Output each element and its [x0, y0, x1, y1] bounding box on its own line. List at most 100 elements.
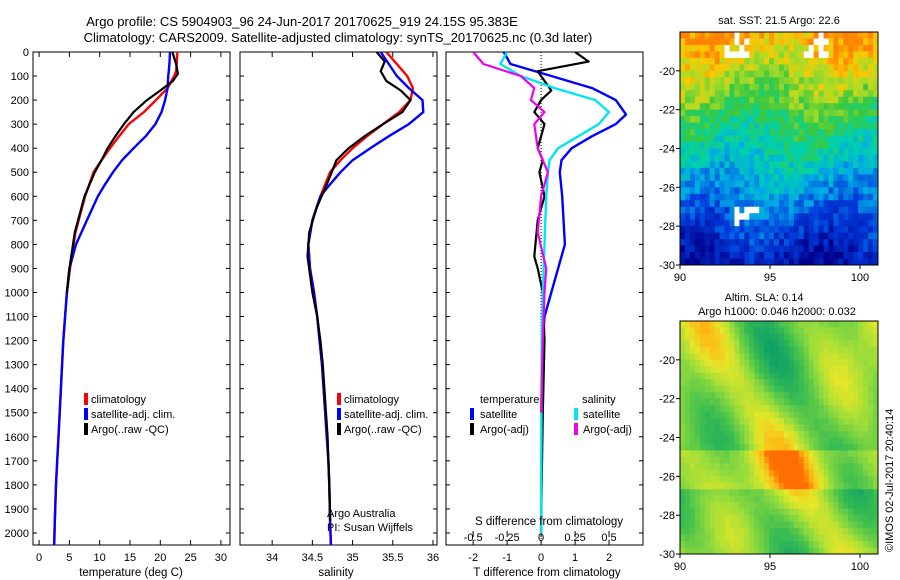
- heatmap-cell: [798, 372, 805, 380]
- heatmap-cell: [843, 547, 849, 555]
- heatmap-cell: [858, 405, 864, 413]
- heatmap-cell: [680, 77, 686, 85]
- heatmap-cell: [734, 57, 740, 65]
- heatmap-cell: [754, 96, 760, 104]
- heatmap-cell: [803, 64, 810, 72]
- heatmap-cell: [843, 534, 849, 542]
- heatmap-cell: [689, 200, 696, 208]
- heatmap-cell: [729, 424, 735, 432]
- temperature-legend: climatology satellite-adj. clim. Argo(..…: [84, 393, 175, 436]
- heatmap-cell: [868, 239, 874, 246]
- heatmap-cell: [704, 521, 711, 529]
- heatmap-cell: [868, 70, 874, 78]
- heatmap-cell: [793, 340, 800, 348]
- heatmap-cell: [704, 32, 711, 39]
- heatmap-cell: [863, 385, 869, 393]
- heatmap-cell: [783, 398, 790, 406]
- heatmap-cell: [783, 405, 790, 413]
- heatmap-cell: [808, 174, 815, 182]
- heatmap-cell: [739, 398, 745, 406]
- heatmap-cell: [759, 327, 765, 335]
- y-tick-label: 1800: [5, 480, 29, 492]
- heatmap-cell: [813, 109, 819, 117]
- heatmap-cell: [828, 122, 834, 130]
- heatmap-cell: [808, 57, 815, 65]
- heatmap-cell: [714, 154, 720, 162]
- heatmap-cell: [823, 252, 829, 259]
- heatmap-cell: [699, 258, 706, 266]
- heatmap-cell: [788, 109, 795, 117]
- heatmap-cell: [858, 180, 864, 188]
- heatmap-cell: [714, 70, 720, 78]
- heatmap-cell: [783, 44, 790, 52]
- heatmap-cell: [783, 77, 790, 85]
- heatmap-cell: [739, 148, 745, 156]
- heatmap-cell: [709, 109, 716, 117]
- heatmap-cell: [694, 437, 701, 445]
- heatmap-cell: [680, 366, 686, 374]
- heatmap-cell: [709, 541, 716, 548]
- heatmap-cell: [774, 135, 780, 143]
- heatmap-cell: [818, 258, 824, 266]
- heatmap-cell: [719, 206, 725, 214]
- heatmap-cell: [853, 187, 859, 195]
- heatmap-cell: [788, 226, 795, 234]
- heatmap-cell: [818, 239, 824, 246]
- heatmap-cell: [699, 219, 706, 227]
- heatmap-cell: [734, 96, 740, 104]
- heatmap-cell: [779, 252, 785, 259]
- heatmap-cell: [699, 167, 706, 175]
- heatmap-cell: [873, 206, 879, 214]
- legend-label-satellite: satellite-adj. clim.: [91, 409, 175, 421]
- heatmap-cell: [848, 379, 854, 387]
- heatmap-cell: [788, 161, 795, 169]
- heatmap-cell: [774, 418, 780, 425]
- heatmap-cell: [838, 333, 844, 341]
- heatmap-cell: [863, 135, 869, 143]
- heatmap-cell: [783, 239, 790, 246]
- heatmap-cell: [833, 463, 839, 471]
- heatmap-cell: [788, 232, 795, 240]
- heatmap-cell: [798, 252, 805, 259]
- heatmap-cell: [818, 392, 824, 400]
- heatmap-cell: [734, 495, 740, 503]
- heatmap-cell: [823, 333, 829, 341]
- heatmap-cell: [838, 385, 844, 393]
- heatmap-cell: [803, 135, 810, 143]
- heatmap-cell: [749, 515, 755, 523]
- heatmap-cell: [823, 431, 829, 438]
- heatmap-cell: [848, 443, 854, 451]
- heatmap-cell: [749, 534, 755, 542]
- heatmap-cell: [818, 51, 824, 59]
- heatmap-cell: [793, 515, 800, 523]
- heatmap-cell: [704, 495, 711, 503]
- legend-swatch-climatology: [84, 393, 88, 405]
- heatmap-cell: [853, 431, 859, 438]
- heatmap-cell: [719, 385, 725, 393]
- heatmap-cell: [704, 148, 711, 156]
- heatmap-cell: [783, 547, 790, 555]
- heatmap-cell: [868, 193, 874, 201]
- heatmap-cell: [838, 502, 844, 510]
- heatmap-cell: [684, 327, 691, 335]
- heatmap-cell: [798, 431, 805, 438]
- heatmap-cell: [759, 333, 765, 341]
- heatmap-cell: [744, 148, 750, 156]
- heatmap-cell: [863, 534, 869, 542]
- heatmap-cell: [803, 180, 810, 188]
- heatmap-cell: [704, 392, 711, 400]
- heatmap-cell: [684, 476, 691, 484]
- heatmap-cell: [724, 193, 730, 201]
- heatmap-cell: [694, 96, 701, 104]
- heatmap-cell: [818, 502, 824, 510]
- heatmap-cell: [719, 200, 725, 208]
- heatmap-cell: [873, 44, 879, 52]
- heatmap-cell: [709, 327, 716, 335]
- heatmap-cell: [729, 469, 735, 477]
- heatmap-cell: [739, 321, 745, 328]
- heatmap-cell: [843, 379, 849, 387]
- heatmap-cell: [803, 252, 810, 259]
- heatmap-cell: [838, 340, 844, 348]
- heatmap-cell: [838, 508, 844, 516]
- heatmap-cell: [739, 103, 745, 111]
